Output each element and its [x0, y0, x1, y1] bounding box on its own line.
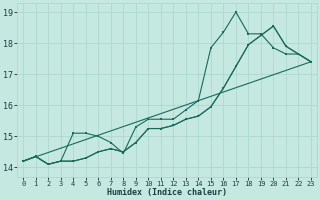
- X-axis label: Humidex (Indice chaleur): Humidex (Indice chaleur): [107, 188, 227, 197]
